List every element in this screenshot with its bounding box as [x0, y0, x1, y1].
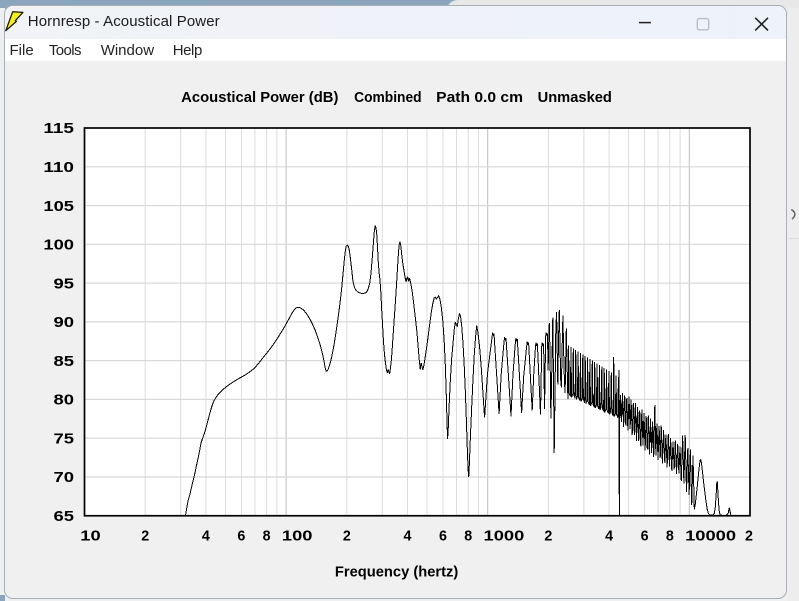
svg-text:1000: 1000: [484, 529, 525, 545]
svg-text:90: 90: [54, 315, 75, 331]
svg-text:65: 65: [54, 509, 75, 525]
svg-text:2: 2: [141, 529, 149, 545]
svg-text:4: 4: [404, 529, 412, 545]
svg-text:Path 0.0 cm: Path 0.0 cm: [436, 90, 523, 106]
svg-text:8: 8: [263, 529, 271, 545]
svg-text:75: 75: [54, 431, 75, 447]
svg-text:70: 70: [54, 470, 75, 486]
svg-text:Acoustical Power (dB): Acoustical Power (dB): [181, 90, 338, 106]
svg-text:105: 105: [43, 199, 74, 215]
svg-text:2: 2: [544, 529, 552, 545]
svg-text:6: 6: [237, 529, 245, 545]
svg-text:10: 10: [80, 529, 100, 545]
svg-text:2: 2: [745, 529, 753, 545]
svg-text:100: 100: [282, 529, 313, 545]
svg-text:100: 100: [43, 238, 74, 254]
svg-text:6: 6: [641, 529, 649, 545]
svg-text:Unmasked: Unmasked: [538, 90, 612, 106]
svg-text:8: 8: [666, 529, 674, 545]
svg-text:95: 95: [54, 276, 75, 292]
svg-text:4: 4: [202, 529, 210, 545]
svg-text:10000: 10000: [685, 529, 736, 545]
svg-text:6: 6: [439, 529, 447, 545]
svg-text:110: 110: [43, 160, 74, 176]
svg-text:Combined: Combined: [354, 90, 422, 106]
svg-text:8: 8: [464, 529, 472, 545]
svg-text:80: 80: [54, 393, 75, 409]
svg-text:115: 115: [43, 121, 74, 137]
svg-text:Frequency (hertz): Frequency (hertz): [335, 565, 459, 581]
svg-text:4: 4: [605, 529, 613, 545]
svg-text:2: 2: [343, 529, 351, 545]
svg-text:85: 85: [54, 354, 75, 370]
